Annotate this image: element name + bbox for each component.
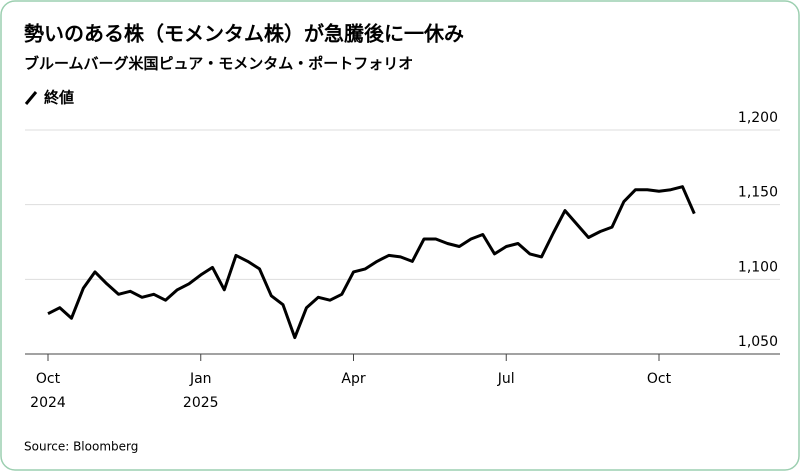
x-tick-label: Apr [341,371,365,387]
x-tick-label: Jul [497,371,515,387]
y-tick-label: 1,150 [738,185,778,201]
chart-subtitle: ブルームバーグ米国ピュア・モメンタム・ポートフォリオ [24,55,413,73]
chart-title: 勢いのある株（モメンタム株）が急騰後に一休み [24,22,464,46]
x-tick-label: Oct 2024 [30,371,66,411]
legend-swatch [24,91,38,105]
y-tick-label: 1,050 [738,334,778,350]
source: Source: Bloomberg [24,440,138,454]
legend-label: 終値 [44,89,74,107]
x-tick-label: Jan 2025 [183,371,219,411]
x-tick-label: Oct [647,371,672,387]
y-tick-label: 1,200 [738,110,778,126]
line [47,185,696,340]
y-tick-label: 1,100 [738,259,778,275]
